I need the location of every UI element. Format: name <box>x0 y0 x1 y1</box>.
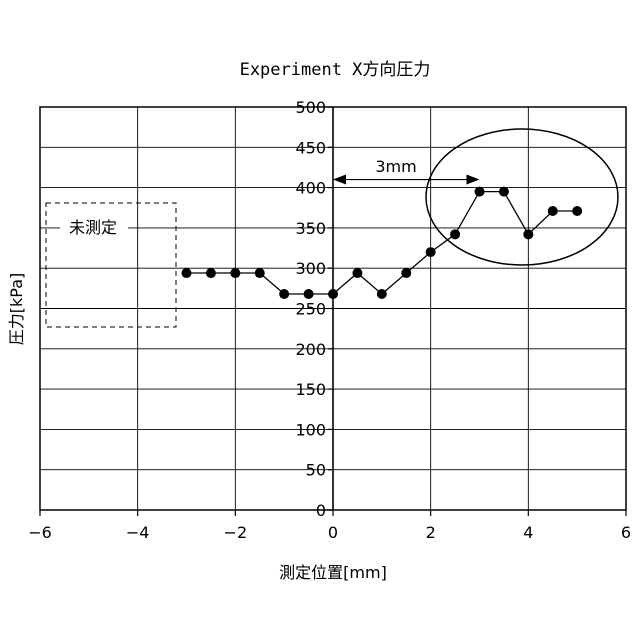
y-tick-label: 350 <box>295 219 326 238</box>
series-pressure <box>182 187 583 299</box>
data-point <box>523 229 533 239</box>
data-point <box>572 206 582 216</box>
data-point <box>377 289 387 299</box>
x-tick-label: 2 <box>426 523 436 542</box>
y-tick-label: 100 <box>295 420 326 439</box>
y-tick-label: 250 <box>295 300 326 319</box>
y-tick-label: 300 <box>295 259 326 278</box>
x-tick-label: −2 <box>224 523 248 542</box>
x-axis-title: 測定位置[mm] <box>279 563 387 582</box>
data-point <box>206 268 216 278</box>
data-point <box>304 289 314 299</box>
data-point <box>279 289 289 299</box>
y-tick-label: 50 <box>306 461 326 480</box>
x-tick-label: −4 <box>126 523 150 542</box>
y-tick-label: 0 <box>316 501 326 520</box>
data-point <box>328 289 338 299</box>
chart-title: Experiment X方向圧力 <box>240 60 431 80</box>
y-tick-label: 450 <box>295 138 326 157</box>
data-point <box>499 187 509 197</box>
series-line <box>187 192 578 294</box>
y-tick-label: 200 <box>295 340 326 359</box>
x-tick-label: 0 <box>328 523 338 542</box>
highlight-ellipse <box>426 129 618 265</box>
x-tick-label: 6 <box>621 523 631 542</box>
unmeasured-label: 未測定 <box>69 218 117 237</box>
data-point <box>426 247 436 257</box>
data-point <box>450 229 460 239</box>
y-axis-title: 圧力[kPa] <box>7 273 26 346</box>
x-tick-label: 4 <box>523 523 533 542</box>
data-point <box>352 268 362 278</box>
data-point <box>401 268 411 278</box>
x-tick-label: −6 <box>28 523 52 542</box>
span-arrow-head-right <box>467 175 480 185</box>
data-point <box>475 187 485 197</box>
data-point <box>230 268 240 278</box>
y-tick-label: 400 <box>295 179 326 198</box>
span-label: 3mm <box>375 157 416 176</box>
axes: −6 −4 −2 0 2 4 6 0 50 100 150 200 250 300 350 400 450 500 <box>28 98 631 542</box>
data-point <box>182 268 192 278</box>
data-point <box>548 206 558 216</box>
y-tick-label: 150 <box>295 380 326 399</box>
y-tick-label: 500 <box>295 98 326 117</box>
span-arrow-head-left <box>333 175 346 185</box>
data-point <box>255 268 265 278</box>
